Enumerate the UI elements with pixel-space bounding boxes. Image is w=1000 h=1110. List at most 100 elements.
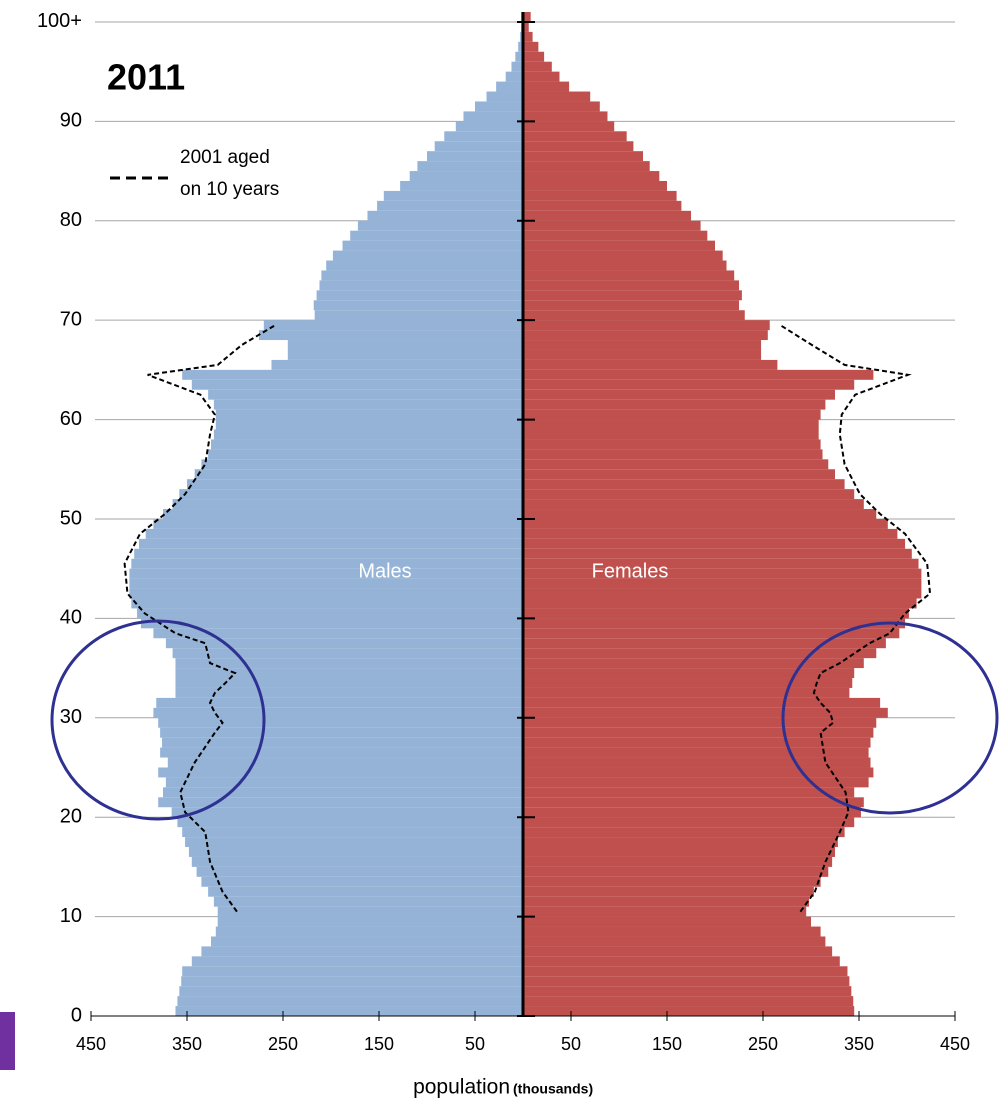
x-axis-label: population xyxy=(413,1076,510,1099)
bar xyxy=(523,151,643,162)
side-tab xyxy=(0,1012,15,1070)
bar xyxy=(523,717,877,728)
bar xyxy=(523,270,735,281)
bar xyxy=(177,817,523,828)
bar xyxy=(523,340,762,350)
bar xyxy=(211,936,523,947)
bar xyxy=(129,578,523,589)
bar xyxy=(523,131,627,142)
bar xyxy=(523,866,829,877)
bar xyxy=(215,926,524,937)
bar xyxy=(217,916,523,927)
bar xyxy=(163,509,523,519)
bar xyxy=(523,260,727,271)
bar xyxy=(208,389,523,400)
bar xyxy=(523,419,819,430)
bar xyxy=(523,538,906,549)
bar xyxy=(523,12,531,22)
bar xyxy=(208,886,523,897)
bar xyxy=(496,81,523,92)
bar xyxy=(523,240,715,251)
bar xyxy=(263,320,523,331)
bar xyxy=(523,687,850,698)
lines xyxy=(123,324,932,913)
bar xyxy=(518,41,523,52)
y-tick-label: 10 xyxy=(60,905,82,927)
bar xyxy=(400,180,523,191)
bar xyxy=(523,926,821,937)
bar xyxy=(175,658,524,669)
bar xyxy=(167,757,524,768)
y-tick-label: 60 xyxy=(60,408,82,430)
bar xyxy=(523,200,682,211)
bar xyxy=(523,727,874,738)
bar xyxy=(523,91,591,102)
bar xyxy=(175,1006,524,1016)
bar xyxy=(523,946,833,957)
series-label: Females xyxy=(592,560,669,582)
bar xyxy=(182,369,523,380)
bar xyxy=(523,618,906,629)
bar xyxy=(523,300,739,311)
bar xyxy=(523,310,745,321)
bar xyxy=(213,399,523,410)
bar xyxy=(523,996,854,1007)
x-tick-label: 150 xyxy=(652,1034,682,1054)
bar xyxy=(131,558,523,569)
bar xyxy=(523,349,762,360)
bar xyxy=(523,638,886,649)
bar xyxy=(134,548,523,559)
bar xyxy=(523,757,871,768)
bar xyxy=(182,966,523,977)
bar xyxy=(523,71,560,82)
bar xyxy=(523,518,888,529)
chart-title: 2011 xyxy=(107,57,185,98)
bar xyxy=(523,101,600,112)
bar xyxy=(332,250,523,261)
bar xyxy=(523,807,861,818)
bar xyxy=(523,220,701,231)
bar xyxy=(523,41,539,52)
bar xyxy=(217,906,523,917)
bar xyxy=(523,509,877,519)
bar xyxy=(523,886,814,897)
bar xyxy=(523,81,570,92)
bar xyxy=(523,678,853,688)
y-tick-label: 80 xyxy=(60,209,82,231)
bar xyxy=(342,240,523,251)
bar xyxy=(523,409,821,420)
bar xyxy=(475,101,523,112)
bar xyxy=(153,518,523,529)
bar xyxy=(523,31,533,42)
bar xyxy=(160,747,523,758)
bar xyxy=(129,568,523,579)
bar xyxy=(160,727,523,738)
bar xyxy=(140,618,524,629)
bar xyxy=(523,737,871,748)
bar xyxy=(523,548,912,559)
bar xyxy=(153,628,523,639)
bar xyxy=(523,837,838,848)
bar xyxy=(194,469,523,480)
bar xyxy=(153,707,523,718)
bar xyxy=(314,310,523,321)
y-tick-label: 50 xyxy=(60,507,82,529)
bar xyxy=(523,479,845,490)
bar xyxy=(179,489,523,500)
legend-label: 2001 aged xyxy=(180,147,270,168)
bar xyxy=(175,668,524,679)
bar xyxy=(523,986,852,997)
bar xyxy=(201,946,523,957)
bar xyxy=(427,151,523,162)
bar xyxy=(523,906,807,917)
bar xyxy=(523,141,634,152)
bar xyxy=(523,976,850,987)
x-tick-label: 350 xyxy=(844,1034,874,1054)
bar xyxy=(187,479,523,490)
bar xyxy=(523,489,855,500)
bar xyxy=(523,598,917,609)
bar xyxy=(319,280,523,291)
bar xyxy=(523,787,855,798)
bar xyxy=(213,896,523,907)
bar xyxy=(287,340,523,350)
